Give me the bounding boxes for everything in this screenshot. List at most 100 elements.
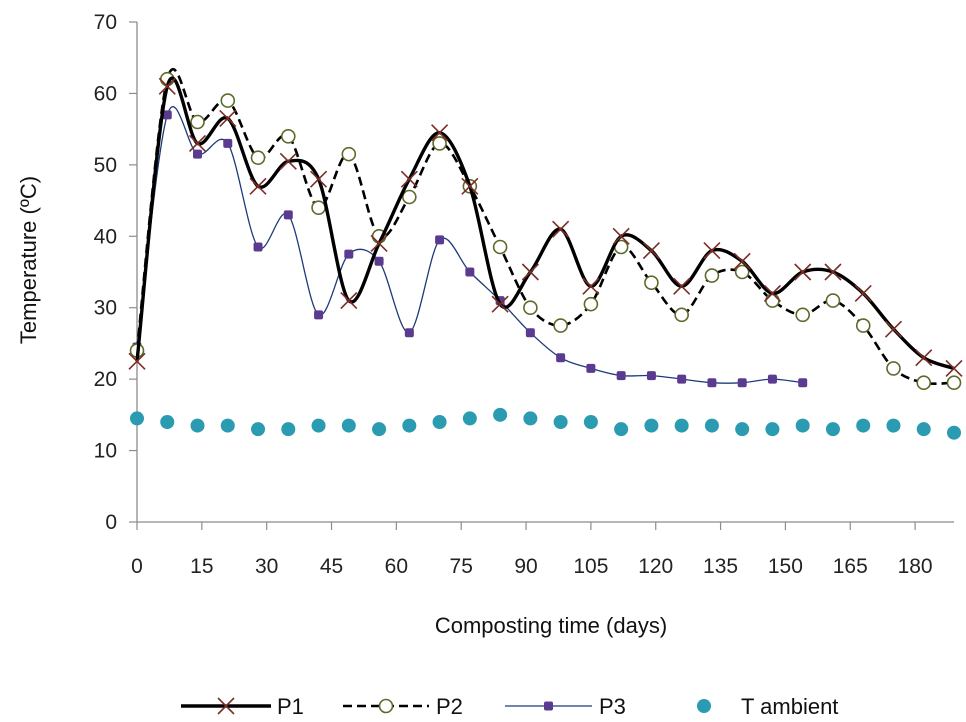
data-point-p3 (556, 353, 566, 363)
data-point-p3 (737, 378, 747, 388)
data-point-p2 (916, 375, 932, 391)
data-point-p3 (798, 378, 808, 388)
y-tick-label: 0 (105, 511, 117, 534)
data-point-p1 (491, 295, 509, 313)
legend-marker-p1 (217, 697, 235, 715)
y-axis-ticks: 0 10 20 30 40 50 60 70 (94, 11, 137, 534)
data-point-p3 (404, 328, 414, 338)
data-point-p1 (188, 134, 207, 152)
data-point-p2 (341, 146, 357, 162)
series-p1 (128, 76, 963, 377)
legend-marker-p2 (378, 698, 394, 714)
series-p2 (129, 68, 962, 391)
data-point-p2 (886, 361, 901, 376)
series-layer (128, 68, 963, 440)
data-point-p1 (158, 77, 176, 95)
data-point-p1 (461, 177, 479, 195)
x-tick-label: 90 (514, 555, 537, 578)
y-tick-label: 60 (94, 82, 117, 105)
data-point-t-ambient (886, 418, 901, 433)
data-point-t-ambient (795, 418, 810, 433)
series-p3 (132, 106, 808, 388)
data-point-p1 (431, 124, 449, 142)
data-point-p2 (402, 189, 417, 205)
data-point-t-ambient (311, 418, 326, 433)
data-point-t-ambient (220, 418, 235, 433)
data-point-t-ambient (614, 422, 629, 437)
data-point-p3 (767, 374, 777, 384)
data-point-p1 (733, 252, 751, 270)
data-point-t-ambient (130, 411, 144, 426)
data-point-t-ambient (402, 418, 417, 433)
data-point-t-ambient (583, 415, 598, 429)
legend-item-p2: P2 (343, 694, 463, 719)
legend-item-t-ambient: T ambient (697, 694, 838, 719)
data-point-t-ambient (160, 415, 175, 429)
x-tick-label: 150 (768, 555, 803, 578)
data-point-p3 (374, 256, 384, 266)
data-point-p1 (703, 242, 721, 260)
legend-label-p3: P3 (599, 694, 626, 719)
data-point-p3 (435, 235, 445, 245)
series-line-p1 (135, 76, 955, 371)
data-point-p1 (552, 220, 570, 238)
data-point-p2 (734, 264, 750, 280)
data-point-p2 (825, 293, 841, 308)
data-point-p2 (492, 239, 508, 255)
data-point-t-ambient (674, 418, 689, 433)
y-tick-label: 10 (94, 440, 117, 463)
data-point-p3 (344, 249, 354, 259)
data-point-p1 (884, 320, 903, 338)
data-point-p1 (824, 263, 842, 281)
data-point-p2 (855, 318, 871, 333)
data-point-p1 (673, 277, 691, 295)
data-point-t-ambient (281, 422, 296, 437)
data-point-p2 (220, 93, 236, 108)
data-point-t-ambient (916, 422, 931, 437)
legend-item-p1: P1 (181, 694, 304, 719)
data-point-t-ambient (432, 415, 447, 429)
x-axis-label: Composting time (days) (435, 613, 667, 638)
data-point-p1 (794, 263, 812, 281)
data-point-t-ambient (704, 418, 719, 433)
data-point-p2 (795, 307, 811, 323)
legend-label-p2: P2 (436, 694, 463, 719)
data-point-p3 (677, 374, 687, 384)
data-point-p2 (583, 296, 599, 312)
data-point-t-ambient (947, 425, 961, 440)
y-tick-label: 30 (94, 297, 117, 320)
data-point-p3 (314, 310, 324, 320)
series-line-p3 (136, 106, 803, 384)
data-point-p3 (586, 363, 596, 373)
data-point-p1 (128, 352, 146, 370)
data-point-p1 (612, 227, 630, 245)
data-point-p3 (253, 242, 263, 252)
y-tick-label: 70 (94, 11, 117, 34)
data-point-p3 (525, 328, 535, 338)
x-axis-ticks: 0 15 30 45 60 75 90 105 120 135 150 165 180 (131, 522, 933, 578)
legend-label-t-ambient: T ambient (741, 694, 838, 719)
x-tick-label: 165 (833, 555, 868, 578)
legend-item-p3: P3 (505, 694, 626, 719)
data-point-p3 (616, 371, 626, 381)
data-point-p2 (644, 275, 659, 291)
data-point-t-ambient (825, 422, 840, 437)
data-point-p1 (400, 170, 418, 188)
legend-marker-t-ambient (697, 699, 711, 713)
x-tick-label: 120 (638, 555, 673, 578)
x-tick-label: 60 (385, 555, 408, 578)
data-point-p3 (646, 371, 656, 381)
data-point-p1 (854, 284, 872, 302)
data-point-p2 (674, 307, 689, 323)
x-tick-label: 15 (190, 555, 213, 578)
data-point-t-ambient (493, 407, 508, 422)
data-point-t-ambient (644, 418, 659, 433)
legend-label-p1: P1 (277, 694, 304, 719)
data-point-p1 (945, 359, 963, 377)
data-point-p1 (642, 242, 660, 260)
data-point-p1 (582, 277, 600, 295)
series-t-ambient (130, 407, 961, 440)
x-tick-label: 30 (255, 555, 278, 578)
legend: P1 P2 P3 T ambient (181, 694, 838, 719)
